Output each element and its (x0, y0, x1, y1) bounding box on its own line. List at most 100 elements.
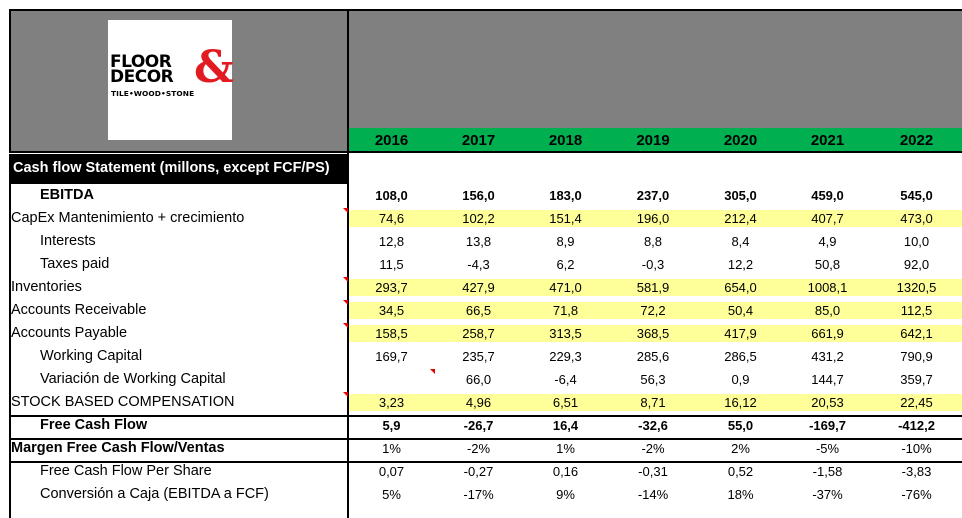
value-cell[interactable]: 169,7 (375, 349, 408, 364)
value-cell[interactable]: 1% (556, 441, 575, 456)
value-cell[interactable]: 545,0 (900, 188, 933, 203)
value-cell[interactable]: 71,8 (552, 303, 579, 318)
row-label[interactable]: Taxes paid (40, 256, 110, 272)
value-cell[interactable]: 4,96 (465, 395, 492, 410)
value-cell[interactable]: 235,7 (462, 349, 495, 364)
value-cell[interactable]: 459,0 (811, 188, 844, 203)
value-cell[interactable]: 0,9 (731, 372, 750, 387)
value-cell[interactable]: -412,2 (898, 418, 935, 433)
value-cell[interactable]: 16,12 (724, 395, 757, 410)
value-cell[interactable]: 34,5 (378, 303, 405, 318)
value-cell[interactable]: 431,2 (811, 349, 844, 364)
value-cell[interactable]: 212,4 (724, 211, 757, 226)
value-cell[interactable]: 8,4 (731, 234, 750, 249)
comment-indicator-icon[interactable] (343, 323, 348, 328)
value-cell[interactable]: 158,5 (375, 326, 408, 341)
value-cell[interactable]: 1320,5 (896, 280, 937, 295)
value-cell[interactable]: 293,7 (375, 280, 408, 295)
value-cell[interactable]: 13,8 (465, 234, 492, 249)
value-cell[interactable]: 6,51 (552, 395, 579, 410)
row-label[interactable]: Inventories (11, 279, 82, 295)
value-cell[interactable]: -6,4 (554, 372, 577, 387)
value-cell[interactable]: 0,07 (378, 464, 405, 479)
value-cell[interactable]: 102,2 (462, 211, 495, 226)
year-header[interactable]: 2021 (810, 132, 845, 149)
value-cell[interactable]: 183,0 (549, 188, 582, 203)
value-cell[interactable]: 6,2 (556, 257, 575, 272)
value-cell[interactable]: 407,7 (811, 211, 844, 226)
row-label[interactable]: Conversión a Caja (EBITDA a FCF) (40, 486, 269, 502)
value-cell[interactable]: -2% (641, 441, 665, 456)
value-cell[interactable]: 144,7 (811, 372, 844, 387)
value-cell[interactable]: 581,9 (636, 280, 670, 295)
value-cell[interactable]: -5% (815, 441, 840, 456)
value-cell[interactable]: -0,3 (641, 257, 665, 272)
value-cell[interactable]: -10% (901, 441, 932, 456)
value-cell[interactable]: 2% (731, 441, 750, 456)
value-cell[interactable]: 12,8 (378, 234, 405, 249)
value-cell[interactable]: 9% (556, 487, 575, 502)
value-cell[interactable]: -32,6 (638, 418, 668, 433)
year-header[interactable]: 2022 (899, 132, 934, 149)
value-cell[interactable]: 642,1 (900, 326, 933, 341)
value-cell[interactable]: 72,2 (640, 303, 666, 318)
value-cell[interactable]: -37% (812, 487, 843, 502)
year-header[interactable]: 2018 (548, 132, 583, 149)
value-cell[interactable]: 66,5 (465, 303, 492, 318)
value-cell[interactable] (348, 371, 435, 388)
year-header[interactable]: 2017 (461, 132, 496, 149)
row-label[interactable]: STOCK BASED COMPENSATION (11, 394, 235, 410)
year-header[interactable]: 2019 (636, 132, 670, 149)
value-cell[interactable]: 286,5 (724, 349, 757, 364)
value-cell[interactable]: 229,3 (549, 349, 582, 364)
row-label[interactable]: Interests (40, 233, 96, 249)
value-cell[interactable]: -3,83 (901, 464, 932, 479)
value-cell[interactable]: 3,23 (378, 395, 405, 410)
value-cell[interactable]: 5,9 (382, 418, 401, 433)
value-cell[interactable]: 790,9 (900, 349, 933, 364)
value-cell[interactable]: 8,8 (643, 234, 663, 249)
value-cell[interactable]: 12,2 (727, 257, 754, 272)
value-cell[interactable]: 10,0 (903, 234, 930, 249)
comment-indicator-icon[interactable] (343, 208, 348, 213)
value-cell[interactable]: 1% (382, 441, 401, 456)
value-cell[interactable]: 359,7 (900, 372, 933, 387)
year-header[interactable]: 2020 (723, 132, 758, 149)
value-cell[interactable]: 22,45 (900, 395, 933, 410)
value-cell[interactable]: 8,9 (556, 234, 575, 249)
row-label[interactable]: Variación de Working Capital (40, 371, 226, 387)
comment-indicator-icon[interactable] (343, 277, 348, 282)
value-cell[interactable]: 313,5 (549, 326, 582, 341)
value-cell[interactable]: 368,5 (636, 326, 670, 341)
value-cell[interactable]: 18% (727, 487, 754, 502)
value-cell[interactable]: -14% (637, 487, 669, 502)
value-cell[interactable]: 85,0 (814, 303, 841, 318)
value-cell[interactable]: -2% (466, 441, 491, 456)
value-cell[interactable]: -17% (463, 487, 494, 502)
row-label[interactable]: CapEx Mantenimiento + crecimiento (11, 210, 245, 226)
value-cell[interactable]: 11,5 (379, 257, 404, 272)
value-cell[interactable]: 66,0 (465, 372, 492, 387)
row-label[interactable]: Working Capital (40, 348, 143, 364)
value-cell[interactable]: 55,0 (727, 418, 754, 433)
value-cell[interactable]: 16,4 (552, 418, 579, 433)
value-cell[interactable]: 1008,1 (807, 280, 848, 295)
value-cell[interactable]: 661,9 (811, 326, 844, 341)
value-cell[interactable]: 74,6 (378, 211, 405, 226)
value-cell[interactable]: 56,3 (640, 372, 666, 387)
value-cell[interactable]: -0,27 (463, 464, 494, 479)
value-cell[interactable]: 285,6 (636, 349, 670, 364)
value-cell[interactable]: 0,52 (727, 464, 754, 479)
table-title[interactable]: Cash flow Statement (millons, except FCF… (9, 154, 348, 183)
comment-indicator-icon[interactable] (343, 392, 348, 397)
value-cell[interactable]: 92,0 (903, 257, 930, 272)
value-cell[interactable]: -1,58 (812, 464, 843, 479)
value-cell[interactable]: 473,0 (900, 211, 933, 226)
row-label[interactable]: EBITDA (40, 187, 94, 203)
value-cell[interactable]: 654,0 (724, 280, 757, 295)
value-cell[interactable]: -0,31 (638, 464, 668, 479)
comment-indicator-icon[interactable] (430, 369, 435, 374)
value-cell[interactable]: 0,16 (552, 464, 579, 479)
row-label[interactable]: Accounts Payable (11, 325, 128, 341)
value-cell[interactable]: 5% (382, 487, 401, 502)
